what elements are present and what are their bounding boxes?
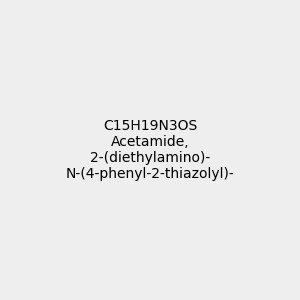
Text: C15H19N3OS
Acetamide,
2-(diethylamino)-
N-(4-phenyl-2-thiazolyl)-: C15H19N3OS Acetamide, 2-(diethylamino)- … bbox=[66, 119, 234, 181]
